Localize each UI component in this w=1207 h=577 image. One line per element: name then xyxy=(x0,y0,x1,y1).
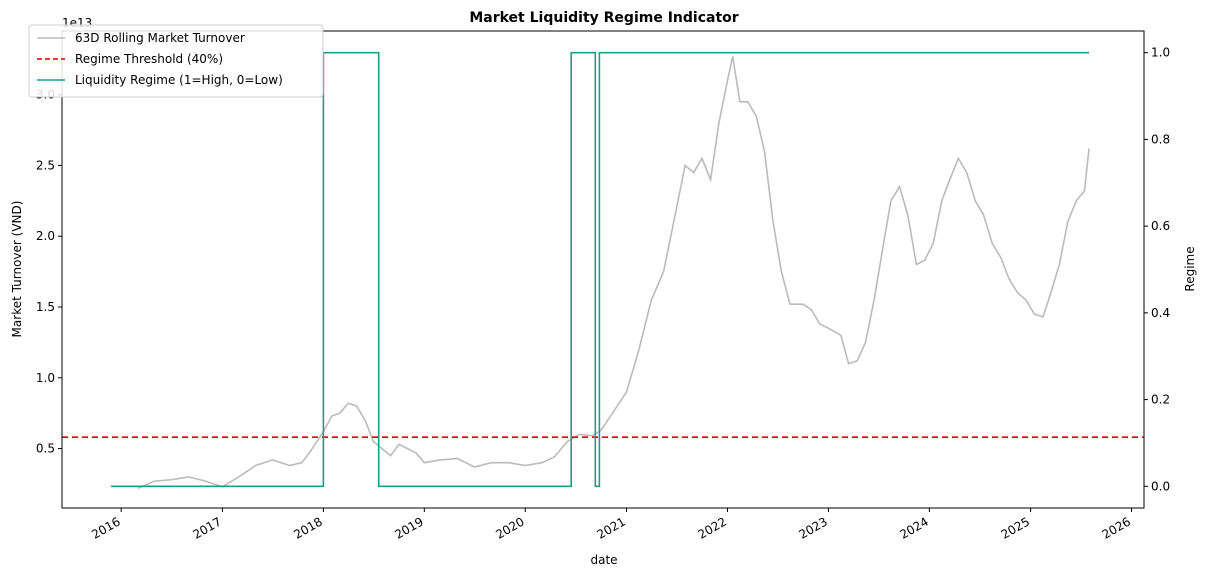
y-left-tick-label: 0.5 xyxy=(36,442,55,456)
y-left-tick-label: 2.5 xyxy=(36,158,55,172)
y-right-tick-label: 0.8 xyxy=(1151,132,1170,146)
y-left-axis-ticks: 0.51.01.52.02.53.0 xyxy=(36,88,62,456)
legend-label-turnover: 63D Rolling Market Turnover xyxy=(75,31,245,45)
x-tick-label: 2019 xyxy=(392,514,425,541)
y-right-tick-label: 0.2 xyxy=(1151,393,1170,407)
legend-label-threshold: Regime Threshold (40%) xyxy=(75,52,223,66)
y-left-axis-title: Market Turnover (VND) xyxy=(10,201,24,338)
x-tick-label: 2022 xyxy=(696,514,729,541)
legend-box xyxy=(28,24,324,98)
y-right-tick-label: 1.0 xyxy=(1151,46,1170,60)
x-tick-label: 2021 xyxy=(595,514,628,541)
x-tick-label: 2023 xyxy=(796,514,829,541)
chart-title: Market Liquidity Regime Indicator xyxy=(469,10,738,26)
y-left-tick-label: 1.0 xyxy=(36,371,55,385)
y-right-axis-ticks: 0.0 0.2 0.4 0.6 0.8 1.0 xyxy=(1144,46,1170,493)
x-tick-label: 2016 xyxy=(89,514,122,541)
y-right-tick-label: 0.6 xyxy=(1151,219,1170,233)
y-right-axis-title: Regime xyxy=(1183,246,1197,291)
x-tick-label: 2025 xyxy=(999,514,1032,541)
x-tick-label: 2017 xyxy=(190,514,223,541)
x-axis-title: date xyxy=(590,553,617,567)
x-tick-label: 2024 xyxy=(897,514,930,541)
series-layer xyxy=(62,51,1144,489)
x-tick-label: 2018 xyxy=(291,514,324,541)
y-right-tick-label: 0.0 xyxy=(1151,479,1170,493)
x-tick-label: 2026 xyxy=(1100,514,1133,541)
plot-area-frame xyxy=(61,30,1145,509)
x-tick-label: 2020 xyxy=(493,514,526,541)
y-right-tick-label: 0.4 xyxy=(1151,306,1170,320)
legend: 63D Rolling Market Turnover Regime Thres… xyxy=(28,24,324,98)
y-left-tick-label: 2.0 xyxy=(36,229,55,243)
y-left-tick-label: 1.5 xyxy=(36,300,55,314)
legend-label-regime: Liquidity Regime (1=High, 0=Low) xyxy=(75,73,283,87)
series-line-turnover xyxy=(137,56,1090,489)
series-line-regime xyxy=(111,51,1089,488)
x-axis-ticks: 2016 2017 2018 2019 2020 2021 2022 2023 2024 2025… xyxy=(89,508,1133,542)
